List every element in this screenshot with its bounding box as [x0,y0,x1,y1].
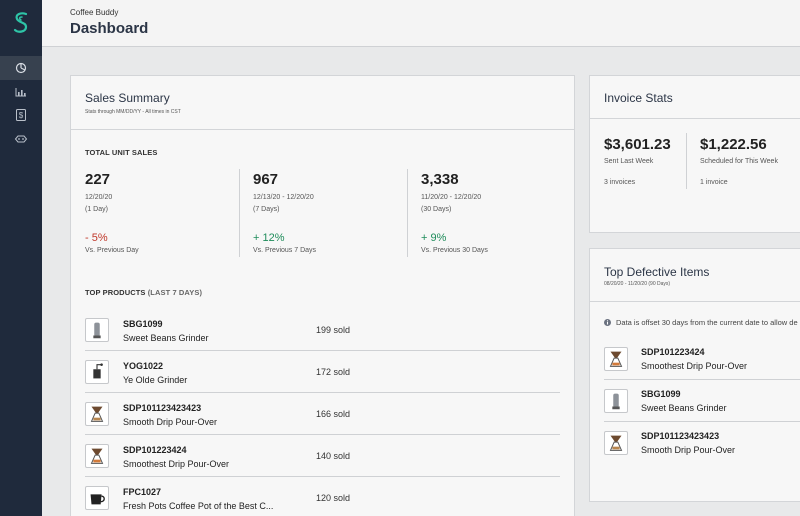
defective-row[interactable]: SDP101223424 Smoothest Drip Pour-Over [604,338,800,380]
top-products-period: (LAST 7 DAYS) [147,288,203,297]
offset-info-text: Data is offset 30 days from the current … [616,318,798,327]
stat-change-1-day: - 5% [85,232,108,244]
stat-divider [686,133,687,189]
product-sku: SBG1099 [123,319,163,329]
sidebar: $ [0,0,42,516]
invoice-stats-panel: Invoice Stats $3,601.23 Sent Last Week 3… [589,75,800,233]
top-defective-title: Top Defective Items [604,265,710,279]
pour-over-icon [604,431,628,455]
defective-sku: SDP101223424 [641,347,705,357]
stat-value-7-days: 967 [253,171,279,188]
stat-value-30-days: 3,338 [421,171,459,188]
coffee-pot-icon [85,486,109,510]
product-sku: SDP101123423423 [123,403,202,413]
bar-chart-icon[interactable] [14,86,28,98]
invoice-stats-title: Invoice Stats [604,91,673,105]
product-name: Ye Olde Grinder [123,375,188,385]
product-name: Sweet Beans Grinder [123,333,209,343]
product-name: Smoothest Drip Pour-Over [123,459,230,469]
tag-icon[interactable] [14,132,28,144]
stat-range-30-days: 11/20/20 - 12/20/20 [421,194,482,201]
product-sku: FPC1027 [123,487,162,497]
defective-row[interactable]: SDP101123423423 Smooth Drip Pour-Over [604,422,800,464]
sales-summary-panel: Sales Summary Stats through MM/DD/YY - A… [70,75,575,516]
product-sold: 199 sold [316,325,351,335]
pour-over-icon [85,402,109,426]
stat-range-7-days: 12/13/20 - 12/20/20 [253,194,314,201]
stat-compare-7-days: Vs. Previous 7 Days [253,247,317,254]
pour-over-icon [604,347,628,371]
invoice-sent-value: $3,601.23 [604,136,671,153]
manual-grinder-icon [85,360,109,384]
defective-row[interactable]: SBG1099 Sweet Beans Grinder [604,380,800,422]
top-products-label: TOP PRODUCTS [85,288,146,297]
grinder-icon [85,318,109,342]
stat-value-1-day: 227 [85,171,111,188]
defective-name: Smooth Drip Pour-Over [641,445,736,455]
info-icon [604,319,611,326]
product-row[interactable]: SDP101223424 Smoothest Drip Pour-Over 14… [85,435,560,477]
invoice-scheduled-label: Scheduled for This Week [700,158,778,165]
panel-divider [590,118,800,119]
sales-summary-subtitle: Stats through MM/DD/YY - All times in CS… [85,109,181,115]
product-row[interactable]: SBG1099 Sweet Beans Grinder 199 sold [85,309,560,351]
svg-text:$: $ [19,111,24,120]
total-unit-sales-label: TOTAL UNIT SALES [85,148,158,157]
defective-sku: SBG1099 [641,389,681,399]
stat-range-1-day: 12/20/20 [85,194,113,201]
pour-over-icon [85,444,109,468]
stat-change-7-days: + 12% [253,232,285,244]
invoice-sent-count: 3 invoices [604,179,636,186]
product-name: Fresh Pots Coffee Pot of the Best C... [123,501,274,511]
defective-name: Smoothest Drip Pour-Over [641,361,748,371]
stat-divider [239,169,240,257]
invoice-scheduled-count: 1 invoice [700,179,728,186]
sales-summary-title: Sales Summary [85,91,170,105]
stat-span-30-days: (30 Days) [421,206,452,213]
stat-change-30-days: + 9% [421,232,447,244]
product-row[interactable]: SDP101123423423 Smooth Drip Pour-Over 16… [85,393,560,435]
top-products-heading: TOP PRODUCTS (LAST 7 DAYS) [85,288,202,297]
defective-sku: SDP101123423423 [641,431,720,441]
product-name: Smooth Drip Pour-Over [123,417,218,427]
stat-compare-30-days: Vs. Previous 30 Days [421,247,488,254]
panel-divider [71,129,574,130]
grinder-icon [604,389,628,413]
defective-name: Sweet Beans Grinder [641,403,727,413]
product-row[interactable]: FPC1027 Fresh Pots Coffee Pot of the Bes… [85,477,560,516]
product-sku: SDP101223424 [123,445,187,455]
page-title: Dashboard [70,20,149,37]
invoice-scheduled-value: $1,222.56 [700,136,767,153]
product-sold: 140 sold [316,451,351,461]
stat-compare-1-day: Vs. Previous Day [85,247,139,254]
product-row[interactable]: YOG1022 Ye Olde Grinder 172 sold [85,351,560,393]
stat-span-7-days: (7 Days) [253,206,280,213]
top-defective-panel: Top Defective Items 08/20/20 - 11/20/20 … [589,248,800,502]
top-defective-subtitle: 08/20/20 - 11/20/20 (90 Days) [604,281,671,287]
stat-divider [407,169,408,257]
stat-span-1-day: (1 Day) [85,206,108,213]
pie-chart-icon[interactable] [14,62,28,74]
product-sold: 166 sold [316,409,351,419]
product-sold: 120 sold [316,493,351,503]
panel-divider [590,301,800,302]
invoice-sent-label: Sent Last Week [604,158,654,165]
dollar-icon[interactable]: $ [14,109,28,121]
product-sku: YOG1022 [123,361,164,371]
page-header: Coffee Buddy Dashboard [42,0,800,47]
product-sold: 172 sold [316,367,351,377]
coffee-buddy-logo[interactable] [10,10,32,36]
app-brand: Coffee Buddy [70,8,119,17]
